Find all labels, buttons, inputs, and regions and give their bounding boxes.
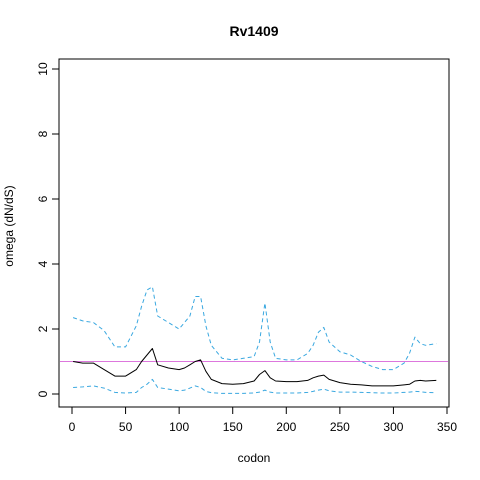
- x-tick-label: 200: [276, 420, 296, 434]
- x-axis-label: codon: [238, 451, 271, 465]
- y-tick-label: 10: [36, 62, 50, 76]
- plot-area: [60, 286, 448, 394]
- x-tick-label: 350: [437, 420, 457, 434]
- y-tick-label: 2: [36, 325, 50, 332]
- x-tick-label: 0: [69, 420, 76, 434]
- x-tick-label: 100: [169, 420, 189, 434]
- x-tick-label: 300: [383, 420, 403, 434]
- series-line-upper: [72, 286, 437, 371]
- series-line-lower: [73, 378, 437, 394]
- x-tick-label: 50: [119, 420, 133, 434]
- x-tick-label: 250: [330, 420, 350, 434]
- plot-frame: [58, 58, 450, 408]
- y-tick-label: 0: [36, 390, 50, 397]
- series-line-estimate: [73, 348, 437, 387]
- y-tick-label: 8: [36, 130, 50, 137]
- x-tick-label: 150: [223, 420, 243, 434]
- y-tick-label: 4: [36, 260, 50, 267]
- chart-title: Rv1409: [229, 23, 278, 39]
- y-axis-label: omega (dN/dS): [2, 185, 16, 266]
- y-tick-label: 6: [36, 195, 50, 202]
